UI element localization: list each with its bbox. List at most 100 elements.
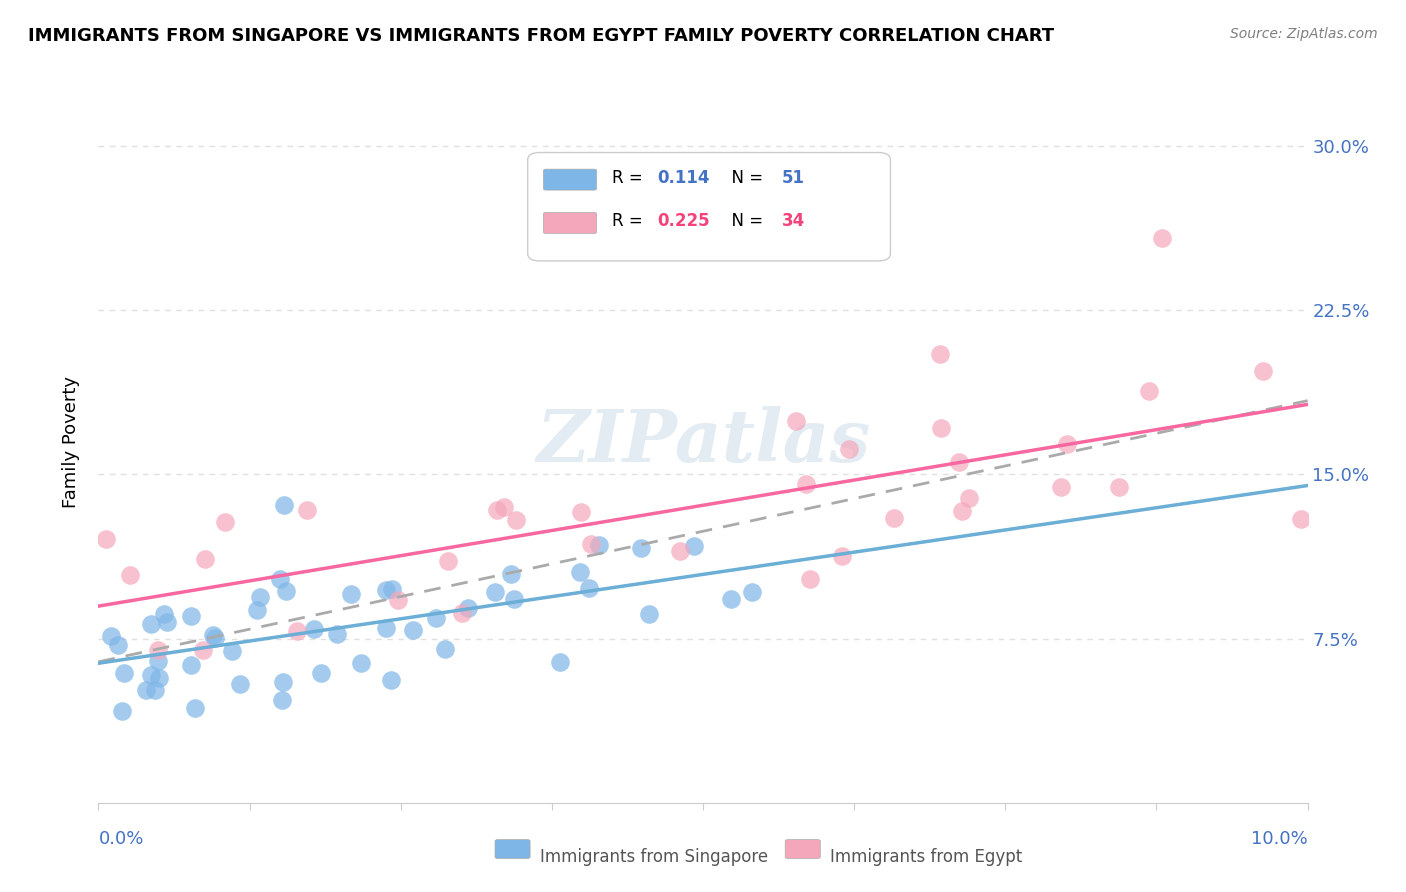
Point (387, 592, 409, 607)
Point (683, 539, 706, 553)
Point (579, 537, 602, 551)
Point (139, 616, 162, 631)
Point (180, 658, 202, 673)
Point (111, 704, 134, 718)
FancyBboxPatch shape (527, 153, 890, 260)
Point (214, 515, 236, 529)
Point (1251, 364, 1274, 378)
Point (311, 665, 333, 680)
Point (550, 656, 572, 670)
Point (959, 491, 981, 505)
Y-axis label: Family Poverty: Family Poverty (62, 376, 80, 508)
Point (883, 510, 905, 524)
Point (799, 572, 821, 586)
Point (451, 607, 474, 621)
Point (502, 592, 524, 607)
Point (228, 677, 250, 691)
Point (785, 414, 807, 428)
Point (326, 627, 349, 641)
Point (948, 455, 970, 469)
Point (94, 532, 117, 546)
Point (375, 583, 398, 598)
Point (669, 544, 692, 558)
Point (148, 671, 170, 685)
Point (221, 644, 243, 658)
Text: Immigrants from Singapore: Immigrants from Singapore (540, 847, 768, 865)
Point (374, 621, 396, 635)
Point (1049, 480, 1071, 494)
Point (191, 642, 214, 657)
Point (139, 668, 162, 682)
Text: R =: R = (613, 212, 648, 230)
Text: R =: R = (613, 169, 648, 186)
Point (269, 572, 291, 586)
Point (588, 538, 610, 552)
Point (492, 500, 515, 514)
Point (302, 622, 325, 636)
Point (929, 421, 952, 435)
Point (143, 683, 166, 698)
Point (204, 631, 226, 645)
Point (457, 601, 479, 615)
Point (569, 505, 592, 519)
Point (148, 655, 170, 669)
Text: 51: 51 (782, 169, 804, 186)
Point (381, 582, 404, 597)
Point (484, 585, 506, 599)
Point (831, 549, 853, 563)
Point (350, 656, 373, 670)
Text: Immigrants from Egypt: Immigrants from Egypt (830, 847, 1022, 865)
Point (135, 683, 157, 698)
Point (285, 624, 308, 639)
Point (1108, 479, 1130, 493)
Text: N =: N = (721, 169, 769, 186)
Point (107, 638, 129, 652)
Point (112, 666, 135, 681)
Text: ZIPatlas: ZIPatlas (536, 406, 870, 477)
Text: Source: ZipAtlas.com: Source: ZipAtlas.com (1230, 27, 1378, 41)
Point (485, 503, 508, 517)
Text: IMMIGRANTS FROM SINGAPORE VS IMMIGRANTS FROM EGYPT FAMILY POVERTY CORRELATION CH: IMMIGRANTS FROM SINGAPORE VS IMMIGRANTS … (28, 27, 1054, 45)
Point (505, 513, 527, 527)
Text: 0.225: 0.225 (657, 212, 710, 230)
Text: 10.0%: 10.0% (1251, 830, 1308, 848)
Point (274, 584, 297, 599)
Point (425, 611, 447, 625)
Point (433, 641, 456, 656)
Text: 0.114: 0.114 (657, 169, 710, 186)
FancyBboxPatch shape (495, 839, 530, 858)
Point (201, 628, 224, 642)
Point (402, 623, 425, 637)
Point (436, 554, 458, 568)
Point (148, 643, 170, 657)
Point (183, 701, 205, 715)
Point (120, 568, 142, 582)
Point (501, 566, 523, 581)
Point (273, 498, 295, 512)
Point (270, 693, 292, 707)
Point (928, 347, 950, 361)
Point (297, 503, 319, 517)
Point (246, 603, 269, 617)
Point (1137, 384, 1160, 399)
Point (100, 629, 122, 643)
Point (340, 587, 363, 601)
Point (156, 615, 179, 630)
Point (1152, 231, 1174, 245)
Point (630, 541, 652, 555)
Point (638, 607, 661, 621)
FancyBboxPatch shape (785, 839, 820, 858)
Point (1056, 437, 1078, 451)
Point (152, 607, 174, 622)
Point (720, 592, 742, 607)
Text: N =: N = (721, 212, 769, 230)
FancyBboxPatch shape (543, 169, 596, 190)
Text: 0.0%: 0.0% (98, 830, 143, 848)
Point (380, 673, 402, 688)
Point (838, 442, 860, 457)
Text: 34: 34 (782, 212, 804, 230)
Point (569, 565, 592, 579)
Point (741, 585, 763, 599)
Point (271, 675, 294, 690)
Point (194, 551, 217, 566)
